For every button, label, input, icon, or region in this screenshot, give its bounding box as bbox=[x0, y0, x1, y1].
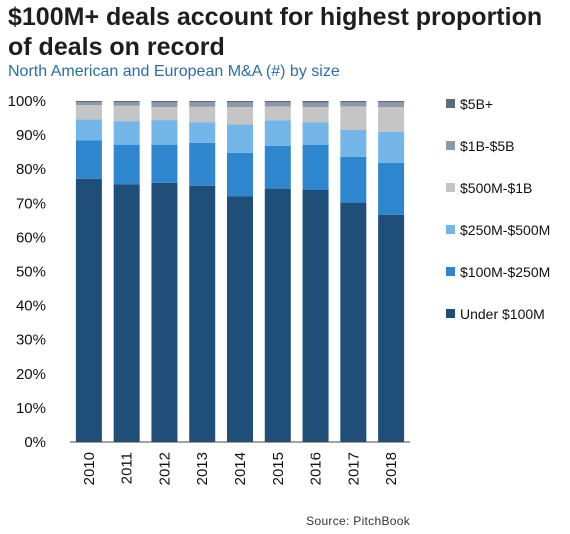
legend-label: $100M-$250M bbox=[460, 264, 550, 280]
bar-segment-2015 bbox=[264, 101, 291, 103]
bar-segment-2011 bbox=[113, 105, 140, 122]
y-tick-label: 20% bbox=[16, 366, 46, 383]
bar-segment-2018 bbox=[378, 107, 405, 132]
bar-segment-2018 bbox=[378, 131, 405, 163]
y-tick-label: 60% bbox=[16, 229, 46, 246]
x-tick-label: 2017 bbox=[345, 452, 362, 485]
legend-label: Under $100M bbox=[460, 306, 545, 322]
bar-segment-2011 bbox=[113, 101, 140, 103]
legend-label: $250M-$500M bbox=[460, 222, 550, 238]
bar-segment-2016 bbox=[302, 102, 329, 108]
x-tick-label: 2012 bbox=[156, 452, 173, 485]
legend-swatch bbox=[446, 225, 455, 234]
legend-label: $500M-$1B bbox=[460, 180, 532, 196]
bar-segment-2012 bbox=[151, 120, 178, 145]
bar-segment-2014 bbox=[227, 101, 253, 103]
bar-segment-2017 bbox=[340, 202, 367, 442]
y-tick-label: 10% bbox=[16, 400, 46, 417]
bar-segment-2014 bbox=[227, 196, 253, 442]
bar-segment-2013 bbox=[189, 122, 216, 143]
y-tick-label: 40% bbox=[16, 298, 46, 315]
y-tick-label: 90% bbox=[16, 127, 46, 144]
bar-segment-2016 bbox=[302, 144, 329, 191]
bar-segment-2013 bbox=[189, 102, 216, 107]
bar-segment-2011 bbox=[113, 102, 140, 106]
bar-segment-2010 bbox=[75, 178, 102, 443]
bar-segment-2011 bbox=[113, 184, 140, 443]
bar-segment-2015 bbox=[264, 145, 291, 189]
bar-segment-2010 bbox=[75, 140, 102, 179]
x-tick-label: 2011 bbox=[119, 452, 136, 484]
bar-segment-2013 bbox=[189, 106, 216, 123]
bar-segment-2013 bbox=[189, 185, 216, 442]
legend-swatch bbox=[446, 141, 455, 150]
x-tick-label: 2018 bbox=[383, 452, 400, 485]
bar-segment-2013 bbox=[189, 101, 216, 103]
bar-segment-2017 bbox=[340, 106, 367, 130]
source-note: Source: PitchBook bbox=[306, 514, 410, 528]
bar-segment-2016 bbox=[302, 107, 329, 123]
bar-segment-2017 bbox=[340, 101, 367, 103]
x-tick-label: 2010 bbox=[81, 452, 98, 485]
bar-segment-2016 bbox=[302, 101, 329, 103]
legend-label: $1B-$5B bbox=[460, 138, 514, 154]
chart-subtitle: North American and European M&A (#) by s… bbox=[8, 63, 340, 80]
x-tick-label: 2016 bbox=[308, 452, 325, 485]
x-tick-label: 2014 bbox=[232, 452, 249, 485]
legend-label: $5B+ bbox=[460, 96, 493, 112]
bar-segment-2017 bbox=[340, 129, 367, 157]
bar-segment-2011 bbox=[113, 144, 140, 185]
bar-segment-2010 bbox=[75, 101, 102, 103]
bar-segment-2017 bbox=[340, 102, 367, 107]
y-tick-label: 0% bbox=[24, 434, 46, 451]
y-tick-label: 100% bbox=[8, 93, 46, 110]
bar-segment-2018 bbox=[378, 101, 405, 103]
bar-segment-2012 bbox=[151, 107, 178, 121]
bar-segment-2015 bbox=[264, 188, 291, 442]
bar-segment-2010 bbox=[75, 102, 102, 106]
bar-segment-2014 bbox=[227, 102, 253, 108]
bar-segment-2012 bbox=[151, 144, 178, 183]
bar-segment-2010 bbox=[75, 119, 102, 141]
x-tick-label: 2015 bbox=[270, 452, 287, 485]
y-tick-label: 30% bbox=[16, 332, 46, 349]
bar-segment-2015 bbox=[264, 102, 291, 107]
bar-segment-2016 bbox=[302, 122, 329, 145]
bar-segment-2012 bbox=[151, 101, 178, 103]
bar-segment-2014 bbox=[227, 124, 253, 153]
y-tick-label: 80% bbox=[16, 161, 46, 178]
legend-swatch bbox=[446, 309, 455, 318]
bar-segment-2012 bbox=[151, 102, 178, 108]
y-tick-label: 70% bbox=[16, 195, 46, 212]
legend-swatch bbox=[446, 267, 455, 276]
y-tick-label: 50% bbox=[16, 264, 46, 281]
bar-segment-2016 bbox=[302, 190, 329, 442]
bar-segment-2012 bbox=[151, 182, 178, 442]
legend-swatch bbox=[446, 183, 455, 192]
legend-swatch bbox=[446, 99, 455, 108]
bar-segment-2018 bbox=[378, 102, 405, 108]
bar-segment-2018 bbox=[378, 162, 405, 215]
bar-segment-2015 bbox=[264, 120, 291, 146]
bar-segment-2017 bbox=[340, 156, 367, 203]
bar-segment-2010 bbox=[75, 105, 102, 120]
bar-segment-2015 bbox=[264, 106, 291, 121]
bar-segment-2014 bbox=[227, 107, 253, 125]
bar-segment-2013 bbox=[189, 142, 216, 186]
bar-segment-2011 bbox=[113, 121, 140, 145]
bar-segment-2018 bbox=[378, 214, 405, 442]
chart-title: $100M+ deals account for highest proport… bbox=[8, 3, 543, 61]
x-tick-label: 2013 bbox=[194, 452, 211, 485]
bar-segment-2014 bbox=[227, 152, 253, 197]
